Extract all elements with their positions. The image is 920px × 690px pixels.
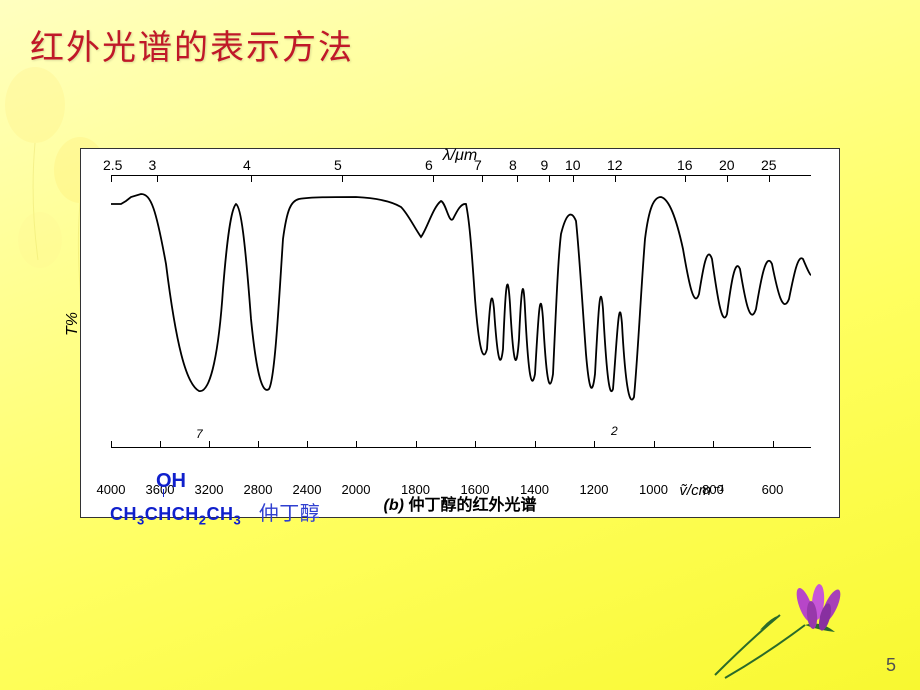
ir-spectrum-figure: λ/μm 2.534567891012162025 T% 7 2 4000360…: [80, 148, 840, 518]
top-tick-label: 9: [541, 157, 549, 173]
bottom-axis-title: ṽ/cm⁻¹: [679, 481, 724, 499]
bottom-tick-label: 1200: [580, 482, 609, 497]
top-axis-title: λ/μm: [443, 147, 477, 165]
top-tick-label: 25: [761, 157, 777, 173]
y-axis-title: T%: [64, 312, 82, 336]
top-tick-label: 4: [243, 157, 251, 173]
top-tick-label: 5: [334, 157, 342, 173]
formula-main: CH3CHCH2CH3 仲丁醇: [110, 497, 320, 528]
caption-text: 仲丁醇的红外光谱: [408, 497, 536, 514]
spectrum-plot: [111, 179, 811, 439]
bottom-tick-label: 1000: [639, 482, 668, 497]
top-tick-label: 7: [474, 157, 482, 173]
top-tick-label: 6: [425, 157, 433, 173]
chemical-formula: OH CH3CHCH2CH3 仲丁醇: [110, 470, 320, 528]
caption-b: (b): [384, 497, 404, 514]
top-tick-label: 8: [509, 157, 517, 173]
top-tick-label: 12: [607, 157, 623, 173]
bottom-tick-label: 600: [762, 482, 784, 497]
top-tick-label: 2.5: [103, 157, 122, 173]
top-tick-label: 10: [565, 157, 581, 173]
figure-caption: (b) 仲丁醇的红外光谱: [384, 491, 537, 515]
compound-name: 仲丁醇: [259, 503, 321, 525]
page-number: 5: [886, 655, 896, 676]
top-tick-label: 3: [149, 157, 157, 173]
page-title: 红外光谱的表示方法: [30, 20, 354, 69]
slide: 红外光谱的表示方法 λ/μm 2.534567891012162025 T% 7…: [0, 0, 920, 690]
bottom-tick-marks: [111, 441, 811, 448]
bottom-tick-label: 2000: [342, 482, 371, 497]
flower-decoration: [710, 570, 870, 680]
peak-annotation-2: 2: [611, 424, 618, 438]
top-tick-label: 20: [719, 157, 735, 173]
formula-main-text: CH3CHCH2CH3: [110, 504, 241, 524]
peak-annotation-7: 7: [196, 427, 203, 441]
top-tick-label: 16: [677, 157, 693, 173]
bond-line: [163, 489, 164, 497]
formula-oh: OH: [156, 470, 320, 493]
